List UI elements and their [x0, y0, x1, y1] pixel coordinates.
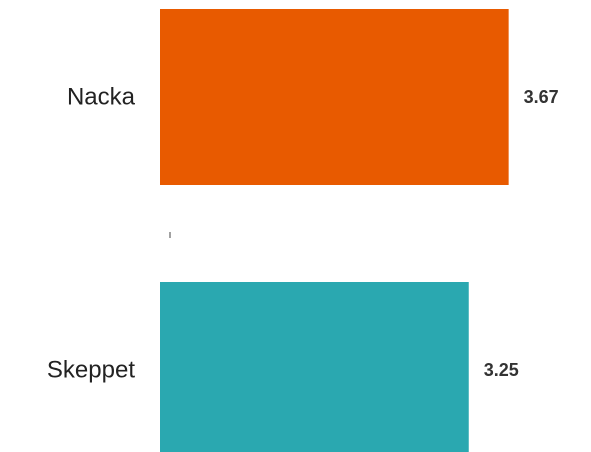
- category-label-nacka: Nacka: [67, 84, 136, 111]
- bar-skeppet: [160, 282, 469, 452]
- bar-nacka: [160, 9, 509, 185]
- category-label-skeppet: Skeppet: [47, 357, 135, 384]
- value-label-nacka: 3.67: [524, 87, 559, 107]
- chart-marks: Nacka 3.67 Skeppet 3.25: [47, 9, 559, 452]
- value-label-skeppet: 3.25: [484, 360, 519, 380]
